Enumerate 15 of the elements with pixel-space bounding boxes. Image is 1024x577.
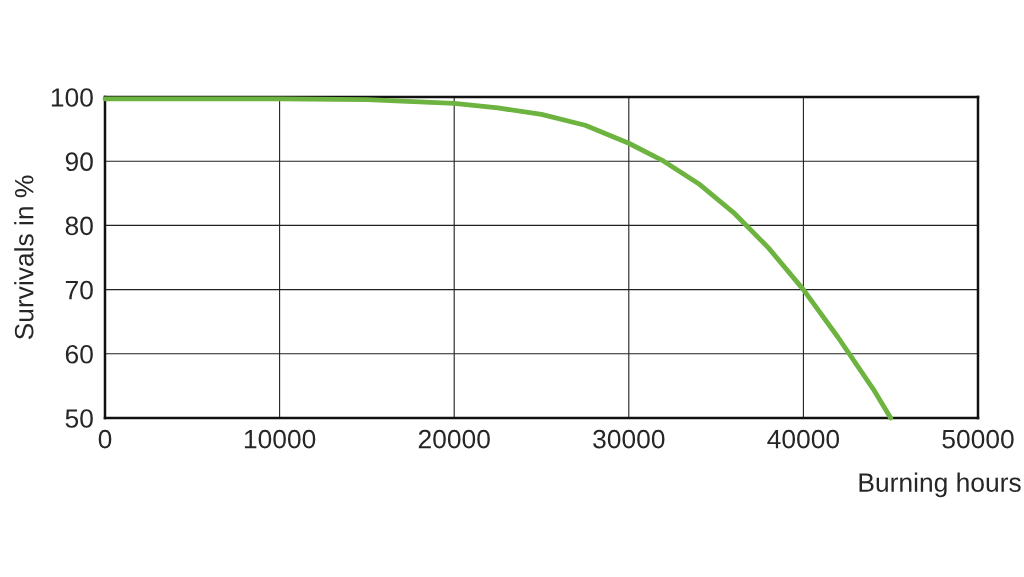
x-tick-label: 20000: [418, 429, 490, 449]
x-tick-label: 30000: [593, 429, 665, 449]
y-tick-label: 100: [51, 88, 93, 107]
x-tick-label: 40000: [767, 429, 840, 449]
x-tick-label: 50000: [942, 429, 1014, 449]
y-tick-label: 70: [65, 280, 93, 300]
x-tick-label: 0: [98, 429, 112, 449]
y-tick-label: 60: [65, 344, 93, 364]
x-tick-label: 10000: [244, 429, 316, 449]
y-tick-label: 80: [65, 216, 93, 236]
line-series: [102, 96, 894, 421]
y-tick-label: 50: [65, 409, 93, 428]
y-axis-title: Survivals in %: [14, 175, 34, 340]
y-tick-label: 90: [65, 152, 93, 172]
x-axis-title: Burning hours: [859, 472, 1021, 498]
